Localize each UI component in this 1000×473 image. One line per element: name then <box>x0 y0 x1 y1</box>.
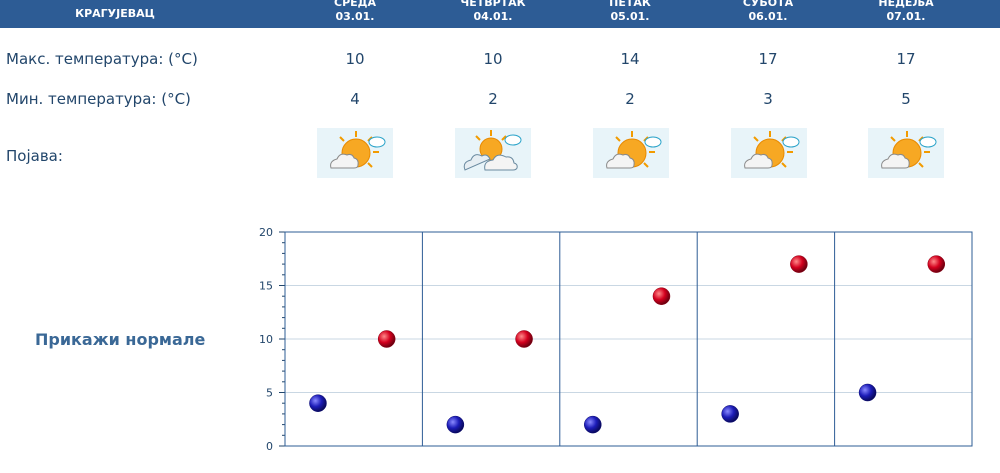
max-temp-value: 17 <box>896 50 916 68</box>
day-name: ЧЕТВРТАК <box>460 0 526 9</box>
min-temp-value: 3 <box>763 90 773 108</box>
day-date: 03.01. <box>335 10 375 23</box>
sun-cloud-icon <box>868 128 944 178</box>
day-header: СУБОТА 06.01. <box>713 0 823 24</box>
day-date: 07.01. <box>886 10 926 23</box>
plot-frame <box>284 231 973 447</box>
phenomenon-label: Појава: <box>6 147 63 165</box>
max-temp-point <box>515 330 533 348</box>
max-temp-value: 10 <box>345 50 365 68</box>
cloud-sun-icon <box>455 128 531 178</box>
max-temp-point <box>790 255 808 273</box>
min-temp-point <box>584 415 602 434</box>
forecast-header: КРАГУЈЕВАЦ СРЕДА 03.01. ЧЕТВРТАК 04.01. … <box>0 0 1000 28</box>
day-header: ЧЕТВРТАК 04.01. <box>438 0 548 24</box>
min-temp-point <box>309 394 327 412</box>
max-temp-point <box>652 287 671 305</box>
sun-cloud-icon <box>731 128 807 178</box>
min-temp-point <box>721 405 739 423</box>
y-tick-label: 5 <box>266 387 273 400</box>
min-temp-value: 2 <box>488 90 498 108</box>
city-name: КРАГУЈЕВАЦ <box>75 7 155 20</box>
day-name: СУБОТА <box>742 0 794 9</box>
min-temp-value: 5 <box>901 90 911 108</box>
y-tick-label: 20 <box>259 226 273 239</box>
min-temp-label: Мин. температура: (°C) <box>6 90 191 108</box>
max-temp-value: 10 <box>483 50 503 68</box>
day-name: СРЕДА <box>334 0 376 9</box>
show-normals-link[interactable]: Прикажи нормале <box>35 330 206 349</box>
min-temp-value: 2 <box>625 90 635 108</box>
max-temp-label: Макс. температура: (°C) <box>6 50 198 68</box>
sun-cloud-icon <box>593 128 669 178</box>
sun-cloud-icon <box>317 128 393 178</box>
day-header: ПЕТАК 05.01. <box>575 0 685 24</box>
temperature-chart: 0 5 10 15 20 <box>259 226 973 453</box>
day-name: ПЕТАК <box>609 0 651 9</box>
day-header: СРЕДА 03.01. <box>300 0 410 24</box>
y-tick-label: 10 <box>259 333 273 346</box>
day-name: НЕДЕЉА <box>878 0 934 9</box>
max-temp-value: 17 <box>758 50 778 68</box>
day-date: 05.01. <box>610 10 650 23</box>
day-header: НЕДЕЉА 07.01. <box>851 0 961 24</box>
min-temp-point <box>858 383 877 402</box>
min-temp-value: 4 <box>350 90 360 108</box>
day-date: 06.01. <box>748 10 788 23</box>
max-temp-value: 14 <box>620 50 640 68</box>
y-tick-label: 15 <box>259 280 273 293</box>
y-tick-label: 0 <box>266 440 273 453</box>
day-date: 04.01. <box>473 10 513 23</box>
min-temp-point <box>446 415 465 434</box>
max-temp-point <box>927 255 946 273</box>
max-temp-point <box>377 330 396 348</box>
